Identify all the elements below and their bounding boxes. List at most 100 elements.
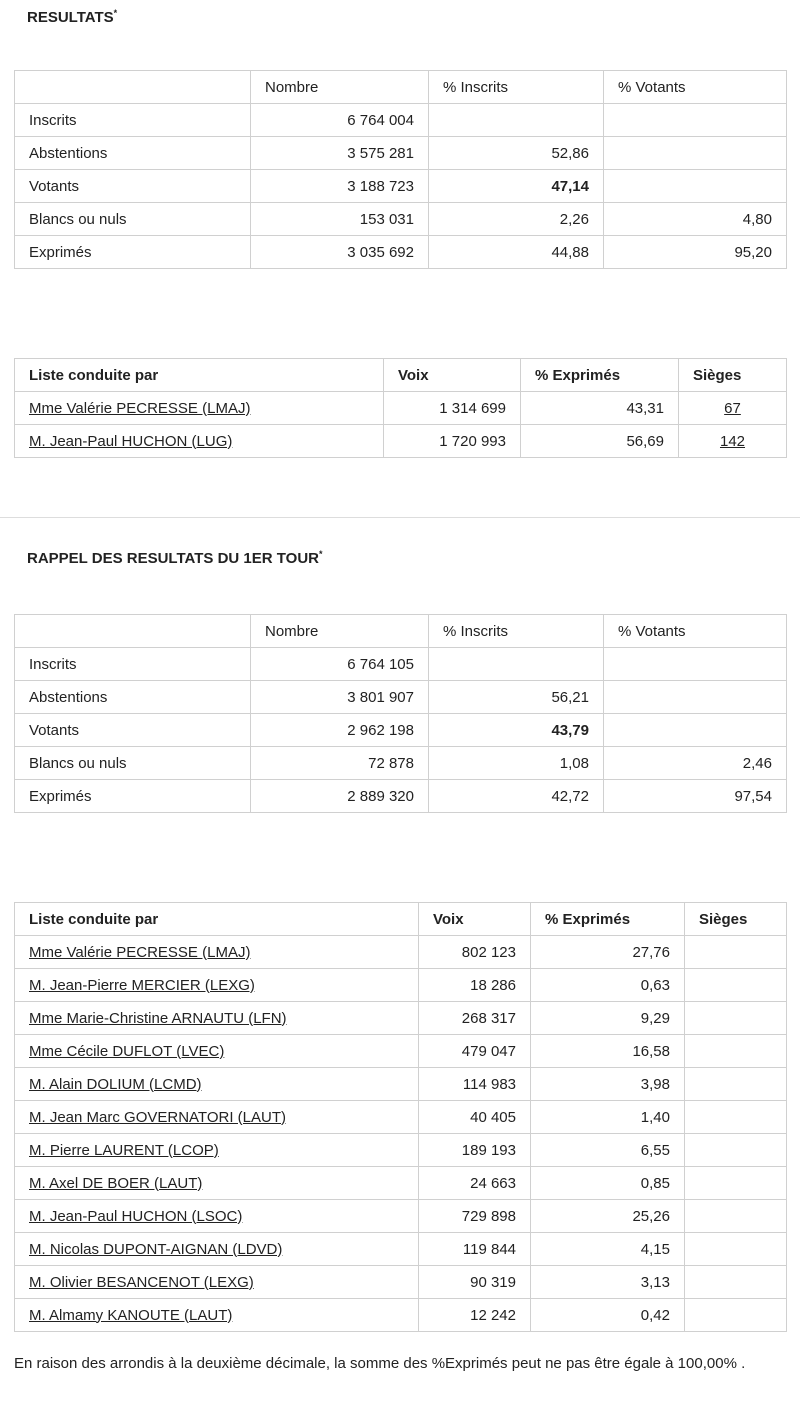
cell-value: 52,86 [428,136,604,170]
column-header [14,70,251,104]
column-header: Liste conduite par [14,358,384,392]
row-label: Exprimés [14,779,251,813]
candidate-link[interactable]: M. Jean-Paul HUCHON (LSOC) [29,1207,243,1225]
cell-value: 1,08 [428,746,604,780]
cell-value: 142 [678,424,787,458]
cell-value [428,647,604,681]
cell-value: 2 962 198 [250,713,429,747]
candidate-link[interactable]: M. Jean-Pierre MERCIER (LEXG) [29,976,255,994]
cell-value [684,1232,787,1266]
first-round-summary-table: Nombre% Inscrits% Votants Inscrits 6 764 1… [14,614,787,813]
results-lists-table: Liste conduite par Voix% Exprimés Sièges Mm… [14,358,787,458]
seats-link[interactable]: 67 [724,399,741,417]
cell-value [603,680,787,714]
rounding-note: En raison des arrondis à la deuxième déc… [14,1355,746,1372]
cell-value: 729 898 [418,1199,531,1233]
cell-value: 97,54 [603,779,787,813]
cell-value: 18 286 [418,968,531,1002]
row-label: Mme Valérie PECRESSE (LMAJ) [14,935,419,969]
table-row: Inscrits 6 764 004 [14,103,787,137]
table-row: Blancs ou nuls 72 878 1,08 2,46 [14,746,787,780]
row-label: M. Olivier BESANCENOT (LEXG) [14,1265,419,1299]
candidate-link[interactable]: M. Jean-Paul HUCHON (LUG) [29,432,233,450]
candidate-link[interactable]: M. Pierre LAURENT (LCOP) [29,1141,219,1159]
header-row: Liste conduite par Voix% Exprimés Sièges [14,358,787,392]
cell-value: 24 663 [418,1166,531,1200]
cell-value [684,1133,787,1167]
table-row: Votants 2 962 198 43,79 [14,713,787,747]
first-round-lists-table: Liste conduite par Voix% Exprimés Sièges Mm… [14,902,787,1332]
cell-value [684,968,787,1002]
column-header: Liste conduite par [14,902,419,936]
table-row: Mme Valérie PECRESSE (LMAJ) 1 314 699 43,3… [14,391,787,425]
cell-value [603,169,787,203]
table-row: M. Axel DE BOER (LAUT) 24 663 0,85 [14,1166,787,1200]
cell-value: 40 405 [418,1100,531,1134]
table-row: Blancs ou nuls 153 031 2,26 4,80 [14,202,787,236]
row-label: M. Nicolas DUPONT-AIGNAN (LDVD) [14,1232,419,1266]
cell-value: 119 844 [418,1232,531,1266]
candidate-link[interactable]: M. Axel DE BOER (LAUT) [29,1174,203,1192]
candidate-link[interactable]: M. Jean Marc GOVERNATORI (LAUT) [29,1108,286,1126]
cell-value: 43,79 [428,713,604,747]
row-label: Blancs ou nuls [14,202,251,236]
cell-value: 268 317 [418,1001,531,1035]
table-row: Mme Cécile DUFLOT (LVEC) 479 047 16,58 [14,1034,787,1068]
column-header: % Exprimés [530,902,685,936]
table-row: Exprimés 3 035 692 44,88 95,20 [14,235,787,269]
cell-value: 27,76 [530,935,685,969]
cell-value: 43,31 [520,391,679,425]
row-label: M. Jean Marc GOVERNATORI (LAUT) [14,1100,419,1134]
cell-value: 25,26 [530,1199,685,1233]
row-label: Mme Marie-Christine ARNAUTU (LFN) [14,1001,419,1035]
candidate-link[interactable]: M. Nicolas DUPONT-AIGNAN (LDVD) [29,1240,283,1258]
header-row: Nombre% Inscrits% Votants [14,614,787,648]
candidate-link[interactable]: Mme Valérie PECRESSE (LMAJ) [29,399,251,417]
cell-value: 9,29 [530,1001,685,1035]
row-label: M. Pierre LAURENT (LCOP) [14,1133,419,1167]
row-label: Abstentions [14,680,251,714]
candidate-link[interactable]: Mme Marie-Christine ARNAUTU (LFN) [29,1009,287,1027]
cell-value: 802 123 [418,935,531,969]
row-label: Abstentions [14,136,251,170]
cell-value [684,1100,787,1134]
row-label: M. Jean-Pierre MERCIER (LEXG) [14,968,419,1002]
cell-value: 0,42 [530,1298,685,1332]
table-row: Mme Marie-Christine ARNAUTU (LFN) 268 317… [14,1001,787,1035]
cell-value [684,1265,787,1299]
cell-value: 4,80 [603,202,787,236]
header-row: Liste conduite par Voix% Exprimés Sièges [14,902,787,936]
column-header: Nombre [250,70,429,104]
cell-value: 16,58 [530,1034,685,1068]
cell-value: 4,15 [530,1232,685,1266]
table-row: Exprimés 2 889 320 42,72 97,54 [14,779,787,813]
row-label: M. Alain DOLIUM (LCMD) [14,1067,419,1101]
candidate-link[interactable]: M. Alain DOLIUM (LCMD) [29,1075,202,1093]
table-row: M. Olivier BESANCENOT (LEXG) 90 319 3,13 [14,1265,787,1299]
cell-value: 67 [678,391,787,425]
table-row: Mme Valérie PECRESSE (LMAJ) 802 123 27,76 [14,935,787,969]
table-row: M. Nicolas DUPONT-AIGNAN (LDVD) 119 844 4,… [14,1232,787,1266]
column-header: % Exprimés [520,358,679,392]
cell-value: 2 889 320 [250,779,429,813]
cell-value: 95,20 [603,235,787,269]
cell-value: 6,55 [530,1133,685,1167]
cell-value: 44,88 [428,235,604,269]
column-header: Nombre [250,614,429,648]
candidate-link[interactable]: Mme Valérie PECRESSE (LMAJ) [29,943,251,961]
table-row: M. Pierre LAURENT (LCOP) 189 193 6,55 [14,1133,787,1167]
cell-value: 3,13 [530,1265,685,1299]
candidate-link[interactable]: Mme Cécile DUFLOT (LVEC) [29,1042,225,1060]
candidate-link[interactable]: M. Olivier BESANCENOT (LEXG) [29,1273,254,1291]
row-label: Inscrits [14,103,251,137]
table-row: M. Jean-Paul HUCHON (LUG) 1 720 993 56,69 1… [14,424,787,458]
row-label: Mme Cécile DUFLOT (LVEC) [14,1034,419,1068]
cell-value: 2,26 [428,202,604,236]
cell-value [684,1199,787,1233]
candidate-link[interactable]: M. Almamy KANOUTE (LAUT) [29,1306,233,1324]
cell-value: 42,72 [428,779,604,813]
cell-value [684,1298,787,1332]
table-row: M. Alain DOLIUM (LCMD) 114 983 3,98 [14,1067,787,1101]
seats-link[interactable]: 142 [719,432,746,450]
row-label: Votants [14,713,251,747]
